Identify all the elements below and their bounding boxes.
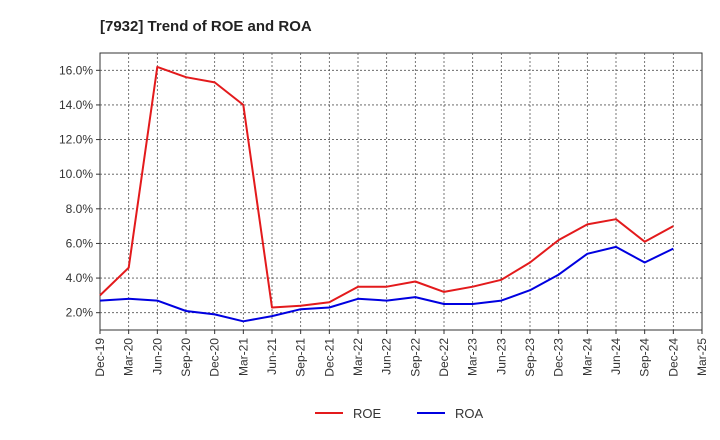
x-tick-label-19: Sep-24 [638,338,652,377]
y-tick-label-1: 4.0% [66,271,94,285]
x-tick-label-18: Jun-24 [609,338,623,375]
plot-frame [99,52,703,331]
x-tick-label-5: Mar-21 [236,338,250,376]
y-tick-label-6: 14.0% [59,98,93,112]
y-tick-label-5: 12.0% [59,133,93,147]
x-tick-label-6: Jun-21 [265,338,279,375]
x-tick-label-7: Sep-21 [294,338,308,377]
x-tick-label-8: Dec-21 [322,338,336,377]
x-tick-label-13: Mar-23 [466,338,480,376]
x-tick-label-4: Dec-20 [208,338,222,377]
y-tick-label-3: 8.0% [66,202,94,216]
x-tick-label-2: Jun-20 [150,338,164,375]
chart-title: [7932] Trend of ROE and ROA [100,18,312,35]
y-axis: 2.0% 4.0% 6.0% 8.0% 10.0% 12.0% 14.0% 16.0% [59,63,100,320]
x-tick-label-17: Mar-24 [580,338,594,376]
x-tick-label-0: Dec-19 [93,338,107,377]
series-lines [99,65,674,323]
x-tick-label-9: Mar-22 [351,338,365,376]
x-tick-label-21: Mar-25 [695,338,709,376]
y-tick-label-0: 2.0% [66,306,94,320]
x-tick-label-12: Dec-22 [437,338,451,377]
series-line-roa [99,245,674,323]
y-tick-label-2: 6.0% [66,236,94,250]
x-tick-label-3: Sep-20 [179,338,193,377]
plot-area [99,52,703,331]
gridlines [100,53,702,330]
y-tick-label-4: 10.0% [59,167,93,181]
y-tick-label-7: 16.0% [59,63,93,77]
x-tick-label-11: Sep-22 [408,338,422,377]
x-tick-label-10: Jun-22 [380,338,394,375]
legend: ROE ROA [315,406,484,421]
x-tick-label-16: Dec-23 [552,338,566,377]
x-axis: Dec-19 Mar-20 Jun-20 Sep-20 Dec-20 Mar-21 Jun-… [93,330,709,377]
x-tick-label-20: Dec-24 [666,338,680,377]
series-line-roe [99,65,674,309]
x-tick-label-1: Mar-20 [122,338,136,376]
legend-label-roa: ROA [455,406,484,421]
x-tick-label-15: Sep-23 [523,338,537,377]
x-tick-label-14: Jun-23 [494,338,508,375]
legend-label-roe: ROE [353,406,382,421]
